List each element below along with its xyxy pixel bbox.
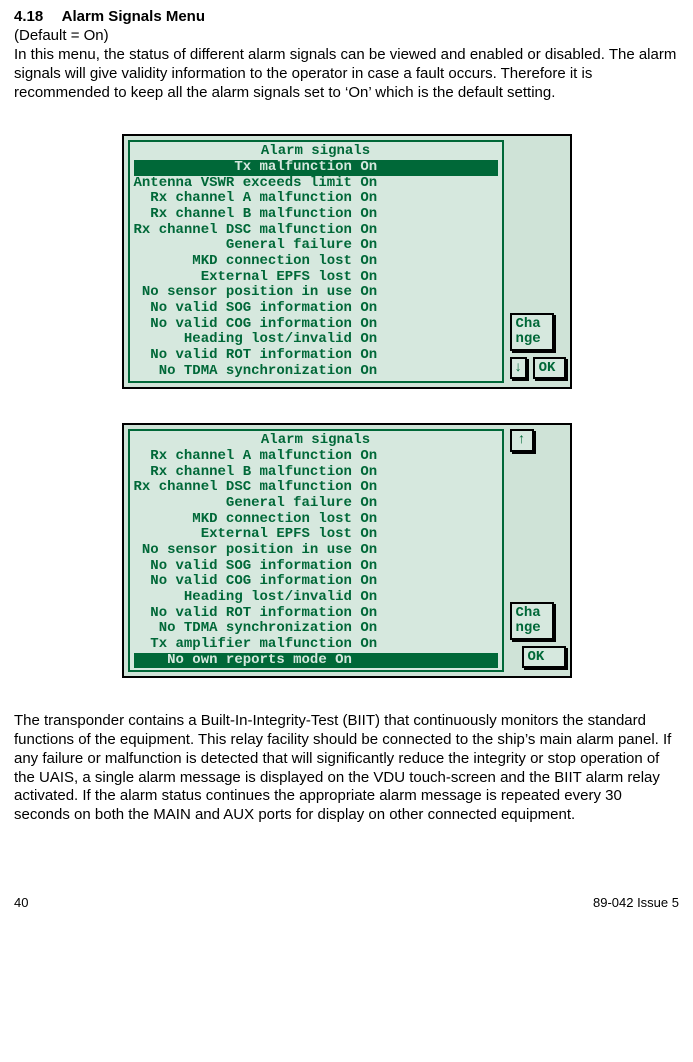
- alarm-row[interactable]: Rx channel DSC malfunction On: [134, 480, 498, 496]
- alarm-row[interactable]: Rx channel DSC malfunction On: [134, 223, 498, 239]
- alarm-row[interactable]: No sensor position in use On: [134, 285, 498, 301]
- post-paragraph: The transponder contains a Built-In-Inte…: [14, 712, 679, 825]
- section-title: Alarm Signals Menu: [62, 8, 205, 25]
- alarm-row[interactable]: Rx channel A malfunction On: [134, 449, 498, 465]
- panel-title: Alarm signals: [134, 433, 498, 449]
- alarm-row[interactable]: Heading lost/invalid On: [134, 332, 498, 348]
- alarm-row[interactable]: External EPFS lost On: [134, 527, 498, 543]
- alarm-row[interactable]: External EPFS lost On: [134, 270, 498, 286]
- change-button[interactable]: Cha nge: [510, 602, 554, 639]
- scroll-up-button[interactable]: ↑: [510, 429, 534, 452]
- alarm-row[interactable]: General failure On: [134, 496, 498, 512]
- alarm-row[interactable]: Antenna VSWR exceeds limit On: [134, 176, 498, 192]
- alarm-panel-1: Alarm signals Tx malfunction On Antenna …: [128, 140, 504, 383]
- change-button[interactable]: Cha nge: [510, 313, 554, 350]
- alarm-row[interactable]: Heading lost/invalid On: [134, 590, 498, 606]
- screenshot-2: Alarm signals Rx channel A malfunction O…: [122, 423, 572, 678]
- alarm-row[interactable]: No valid SOG information On: [134, 301, 498, 317]
- alarm-row[interactable]: Rx channel B malfunction On: [134, 207, 498, 223]
- ok-button[interactable]: OK: [533, 357, 566, 380]
- ok-button[interactable]: OK: [522, 646, 566, 669]
- default-line: (Default = On): [14, 27, 679, 44]
- alarm-row[interactable]: Tx malfunction On: [134, 160, 498, 176]
- alarm-row[interactable]: No valid ROT information On: [134, 606, 498, 622]
- alarm-row[interactable]: MKD connection lost On: [134, 254, 498, 270]
- page-number: 40: [14, 895, 28, 910]
- side-buttons-2: ↑ Cha nge OK: [510, 429, 566, 672]
- intro-paragraph: In this menu, the status of different al…: [14, 46, 679, 102]
- screenshot-1: Alarm signals Tx malfunction On Antenna …: [122, 134, 572, 389]
- alarm-row[interactable]: No valid SOG information On: [134, 559, 498, 575]
- alarm-row[interactable]: No sensor position in use On: [134, 543, 498, 559]
- panel-title: Alarm signals: [134, 144, 498, 160]
- alarm-row[interactable]: MKD connection lost On: [134, 512, 498, 528]
- alarm-row[interactable]: Rx channel A malfunction On: [134, 191, 498, 207]
- section-number: 4.18: [14, 8, 58, 25]
- scroll-down-button[interactable]: ↓: [510, 357, 527, 380]
- alarm-row[interactable]: No valid ROT information On: [134, 348, 498, 364]
- alarm-panel-2: Alarm signals Rx channel A malfunction O…: [128, 429, 504, 672]
- alarm-row[interactable]: No own reports mode On: [134, 653, 498, 669]
- alarm-row[interactable]: General failure On: [134, 238, 498, 254]
- alarm-row[interactable]: Tx amplifier malfunction On: [134, 637, 498, 653]
- page-footer: 40 89-042 Issue 5: [14, 895, 679, 910]
- side-buttons-1: Cha nge ↓ OK: [510, 140, 566, 383]
- alarm-row[interactable]: No TDMA synchronization On: [134, 621, 498, 637]
- alarm-row[interactable]: No TDMA synchronization On: [134, 364, 498, 380]
- section-heading: 4.18 Alarm Signals Menu: [14, 8, 679, 25]
- alarm-row[interactable]: No valid COG information On: [134, 574, 498, 590]
- alarm-row[interactable]: No valid COG information On: [134, 317, 498, 333]
- alarm-row[interactable]: Rx channel B malfunction On: [134, 465, 498, 481]
- doc-number: 89-042 Issue 5: [593, 895, 679, 910]
